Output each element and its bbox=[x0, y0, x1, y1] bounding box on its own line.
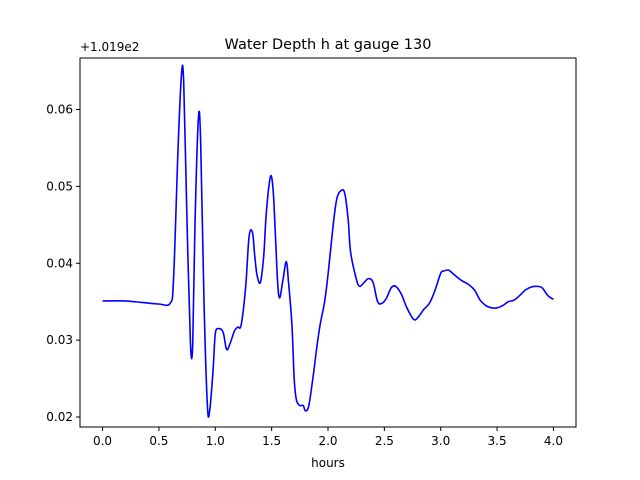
plot-area bbox=[80, 58, 576, 427]
y-tick-label: 0.02 bbox=[46, 410, 73, 424]
x-axis-label: hours bbox=[311, 456, 345, 470]
y-axis-ticks: 0.02 0.03 0.04 0.05 0.06 bbox=[46, 103, 80, 424]
y-tick-label: 0.05 bbox=[46, 179, 73, 193]
axes-frame bbox=[79, 57, 577, 428]
x-tick-label: 3.5 bbox=[488, 434, 507, 448]
series-group bbox=[102, 64, 554, 418]
y-offset-label: +1.019e2 bbox=[80, 40, 139, 54]
y-tick-label: 0.04 bbox=[46, 256, 73, 270]
y-tick-label: 0.03 bbox=[46, 333, 73, 347]
x-tick-label: 0.5 bbox=[149, 434, 168, 448]
series-line bbox=[102, 64, 554, 418]
chart-title: Water Depth h at gauge 130 bbox=[225, 37, 432, 53]
x-tick-label: 2.0 bbox=[318, 434, 337, 448]
x-tick-label: 3.0 bbox=[431, 434, 450, 448]
x-tick-label: 4.0 bbox=[544, 434, 563, 448]
y-tick-label: 0.06 bbox=[46, 103, 73, 117]
x-tick-label: 1.0 bbox=[206, 434, 225, 448]
x-tick-label: 2.5 bbox=[375, 434, 394, 448]
x-axis-ticks: 0.0 0.5 1.0 1.5 2.0 2.5 3.0 3.5 4.0 bbox=[93, 427, 563, 448]
x-tick-label: 0.0 bbox=[93, 434, 112, 448]
x-tick-label: 1.5 bbox=[262, 434, 281, 448]
